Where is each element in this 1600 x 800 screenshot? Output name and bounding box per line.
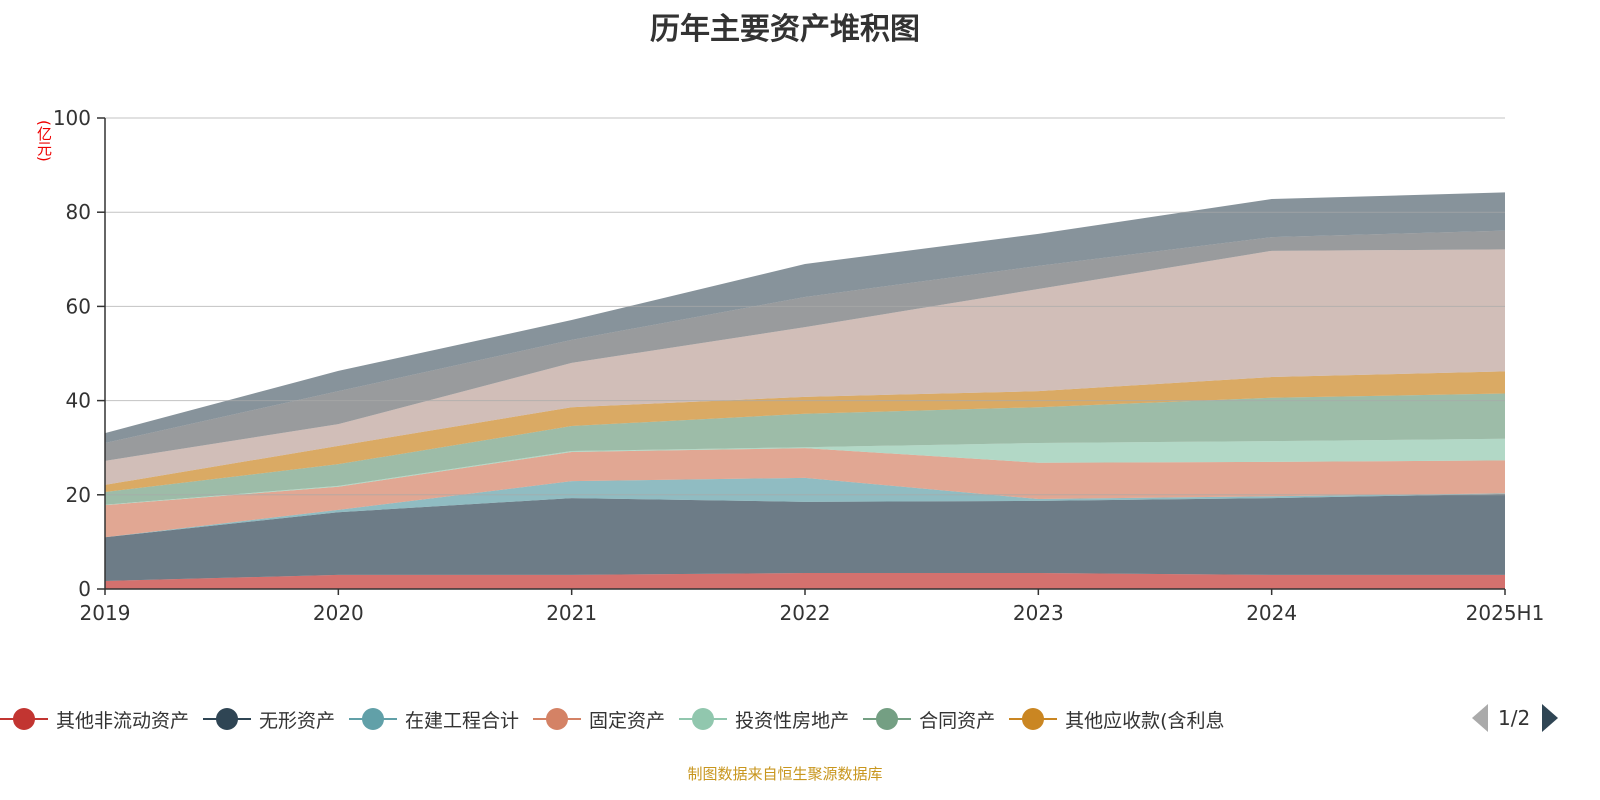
area-series-10 bbox=[105, 192, 1505, 443]
area-series-8 bbox=[105, 249, 1505, 485]
x-tick-label: 2024 bbox=[1246, 601, 1297, 625]
legend-item[interactable]: 其他应收款(含利息 bbox=[1009, 706, 1225, 733]
x-tick-label: 2019 bbox=[80, 601, 131, 625]
legend-item[interactable]: 无形资产 bbox=[203, 706, 335, 733]
y-axis-unit: (亿元) bbox=[35, 120, 53, 162]
y-tick-label: 0 bbox=[78, 577, 91, 601]
stacked-area-chart: 0 20 40 60 80 100 2019 2020 2021 2022 2023 2024 2025… bbox=[53, 106, 1545, 625]
legend-item[interactable]: 固定资产 bbox=[533, 706, 665, 733]
legend-label: 其他非流动资产 bbox=[56, 709, 190, 732]
area-series-1 bbox=[105, 572, 1505, 589]
legend-item[interactable]: 其他非流动资产 bbox=[0, 706, 189, 733]
legend-circle-icon bbox=[679, 706, 728, 732]
x-tick-label: 2023 bbox=[1013, 601, 1064, 625]
legend-next-arrow-icon[interactable] bbox=[1542, 704, 1559, 732]
x-tick-label: 2022 bbox=[780, 601, 831, 625]
legend-circle-icon bbox=[349, 706, 398, 732]
legend-prev-arrow-icon[interactable] bbox=[1472, 704, 1488, 732]
chart-title: 历年主要资产堆积图 bbox=[650, 12, 920, 47]
legend-circle-icon bbox=[0, 706, 48, 732]
y-tick-label: 40 bbox=[66, 389, 91, 413]
legend-item[interactable]: 投资性房地产 bbox=[679, 706, 849, 733]
area-series-7 bbox=[105, 371, 1505, 492]
legend-label: 投资性房地产 bbox=[735, 709, 850, 732]
y-tick-label: 20 bbox=[66, 483, 91, 507]
legend-item[interactable]: 合同资产 bbox=[863, 706, 995, 733]
x-tick-label: 2020 bbox=[313, 601, 364, 625]
legend-circle-icon bbox=[1009, 706, 1058, 732]
area-series-4 bbox=[105, 448, 1505, 538]
data-source-note: 制图数据来自恒生聚源数据库 bbox=[687, 765, 883, 783]
area-series-6 bbox=[105, 393, 1505, 505]
legend-circle-icon bbox=[203, 706, 252, 732]
area-series-5 bbox=[105, 438, 1505, 506]
y-tick-label: 60 bbox=[66, 294, 91, 318]
area-series-3 bbox=[105, 477, 1505, 538]
x-tick-label: 2021 bbox=[546, 601, 597, 625]
legend-circle-icon bbox=[863, 706, 912, 732]
legend-label: 固定资产 bbox=[589, 709, 666, 732]
y-tick-label: 80 bbox=[66, 200, 91, 224]
legend: 其他非流动资产 无形资产 在建工程合计 固定资产 投资性房地产 合同资产 其他应收款(含利息 bbox=[0, 704, 1468, 734]
area-series-9 bbox=[105, 230, 1505, 461]
legend-pager: 1/2 bbox=[1472, 704, 1559, 732]
legend-label: 其他应收款(含利息 bbox=[1065, 709, 1225, 732]
legend-label: 在建工程合计 bbox=[405, 709, 520, 732]
y-tick-label: 100 bbox=[53, 106, 91, 130]
legend-page-indicator: 1/2 bbox=[1498, 706, 1531, 730]
legend-circle-icon bbox=[533, 706, 582, 732]
legend-label: 无形资产 bbox=[259, 709, 336, 732]
area-series-2 bbox=[105, 493, 1505, 581]
x-tick-label: 2025H1 bbox=[1466, 601, 1545, 625]
legend-label: 合同资产 bbox=[919, 709, 996, 732]
legend-item[interactable]: 在建工程合计 bbox=[349, 706, 519, 733]
